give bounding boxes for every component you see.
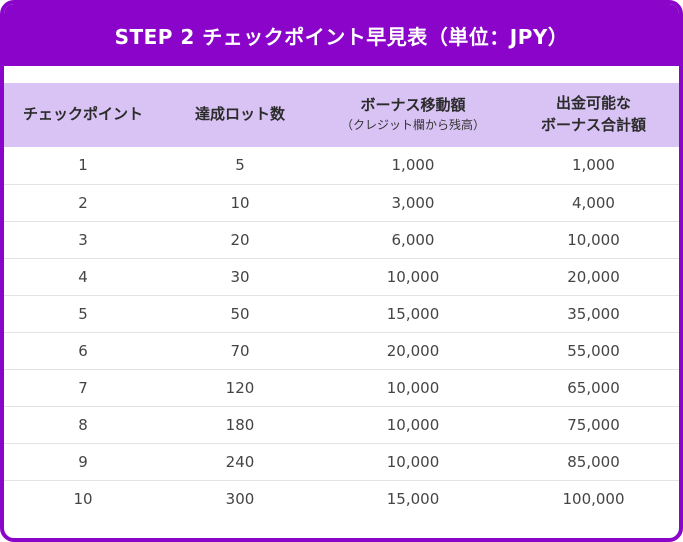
header-withdrawable-total: 出金可能な ボーナス合計額 [508,83,679,147]
cell-lots: 300 [225,489,255,508]
cell-bonus-move: 6,000 [391,230,435,249]
cell-checkpoint: 1 [78,156,88,175]
cell-bonus-move: 1,000 [391,156,435,175]
header-bonus-move: ボーナス移動額 （クレジット欄から残高） [318,83,508,147]
header-checkpoint: チェックポイント [4,83,162,147]
cell-withdrawable-total: 75,000 [567,415,620,434]
cell-withdrawable-total: 10,000 [567,230,620,249]
table-row: 6 70 20,000 55,000 [4,332,679,369]
cell-checkpoint: 4 [78,267,88,286]
cell-bonus-move: 10,000 [386,415,440,434]
title-bar: STEP 2 チェックポイント早見表（単位：JPY） [4,4,679,66]
header-lots: 達成ロット数 [162,83,318,147]
table-header: チェックポイント 達成ロット数 ボーナス移動額 （クレジット欄から残高） 出金可… [4,83,679,147]
cell-checkpoint: 6 [78,341,88,360]
cell-lots: 180 [225,415,255,434]
cell-checkpoint: 2 [78,193,88,212]
cell-checkpoint: 8 [78,415,88,434]
cell-lots: 240 [225,452,255,471]
cell-bonus-move: 10,000 [386,378,440,397]
cell-withdrawable-total: 35,000 [567,304,620,323]
cell-lots: 20 [230,230,250,249]
page-title: STEP 2 チェックポイント早見表（単位：JPY） [114,24,569,49]
cell-checkpoint: 5 [78,304,88,323]
cell-withdrawable-total: 85,000 [567,452,620,471]
cell-bonus-move: 15,000 [386,489,440,508]
table-row: 4 30 10,000 20,000 [4,258,679,295]
cell-withdrawable-total: 55,000 [567,341,620,360]
header-bonus-move-label: ボーナス移動額 [360,96,466,115]
table-row: 9 240 10,000 85,000 [4,443,679,480]
cell-checkpoint: 9 [78,452,88,471]
cell-checkpoint: 3 [78,230,88,249]
cell-withdrawable-total: 1,000 [572,156,615,175]
table-row: 1 5 1,000 1,000 [4,147,679,184]
cell-checkpoint: 10 [73,489,93,508]
table-row: 5 50 15,000 35,000 [4,295,679,332]
cell-lots: 70 [230,341,250,360]
header-bonus-move-sublabel: （クレジット欄から残高） [340,118,485,133]
table-row: 10 300 15,000 100,000 [4,480,679,517]
cell-bonus-move: 10,000 [386,267,440,286]
cell-lots: 50 [230,304,250,323]
cell-withdrawable-total: 4,000 [572,193,615,212]
cell-lots: 120 [225,378,255,397]
cell-bonus-move: 10,000 [386,452,440,471]
cell-withdrawable-total: 20,000 [567,267,620,286]
header-row: チェックポイント 達成ロット数 ボーナス移動額 （クレジット欄から残高） 出金可… [4,83,679,147]
table-row: 3 20 6,000 10,000 [4,221,679,258]
cell-bonus-move: 3,000 [391,193,435,212]
cell-lots: 5 [235,156,245,175]
table-row: 8 180 10,000 75,000 [4,406,679,443]
table-row: 7 120 10,000 65,000 [4,369,679,406]
header-checkpoint-label: チェックポイント [22,105,143,124]
table-row: 2 10 3,000 4,000 [4,184,679,221]
cell-lots: 10 [230,193,250,212]
header-withdrawable-label-line2: ボーナス合計額 [540,116,646,134]
cell-withdrawable-total: 100,000 [562,489,625,508]
cell-withdrawable-total: 65,000 [567,378,620,397]
cell-checkpoint: 7 [78,378,88,397]
table-body: 1 5 1,000 1,000 2 10 3,000 4,000 3 20 6,000 10,000 4… [4,147,679,517]
header-lots-label: 達成ロット数 [194,105,285,124]
checkpoint-table: チェックポイント 達成ロット数 ボーナス移動額 （クレジット欄から残高） 出金可… [4,83,679,517]
title-spacer [4,66,679,83]
header-withdrawable-label-line1: 出金可能な [555,94,631,113]
cell-bonus-move: 20,000 [386,341,440,360]
cell-bonus-move: 15,000 [386,304,440,323]
cell-lots: 30 [230,267,250,286]
